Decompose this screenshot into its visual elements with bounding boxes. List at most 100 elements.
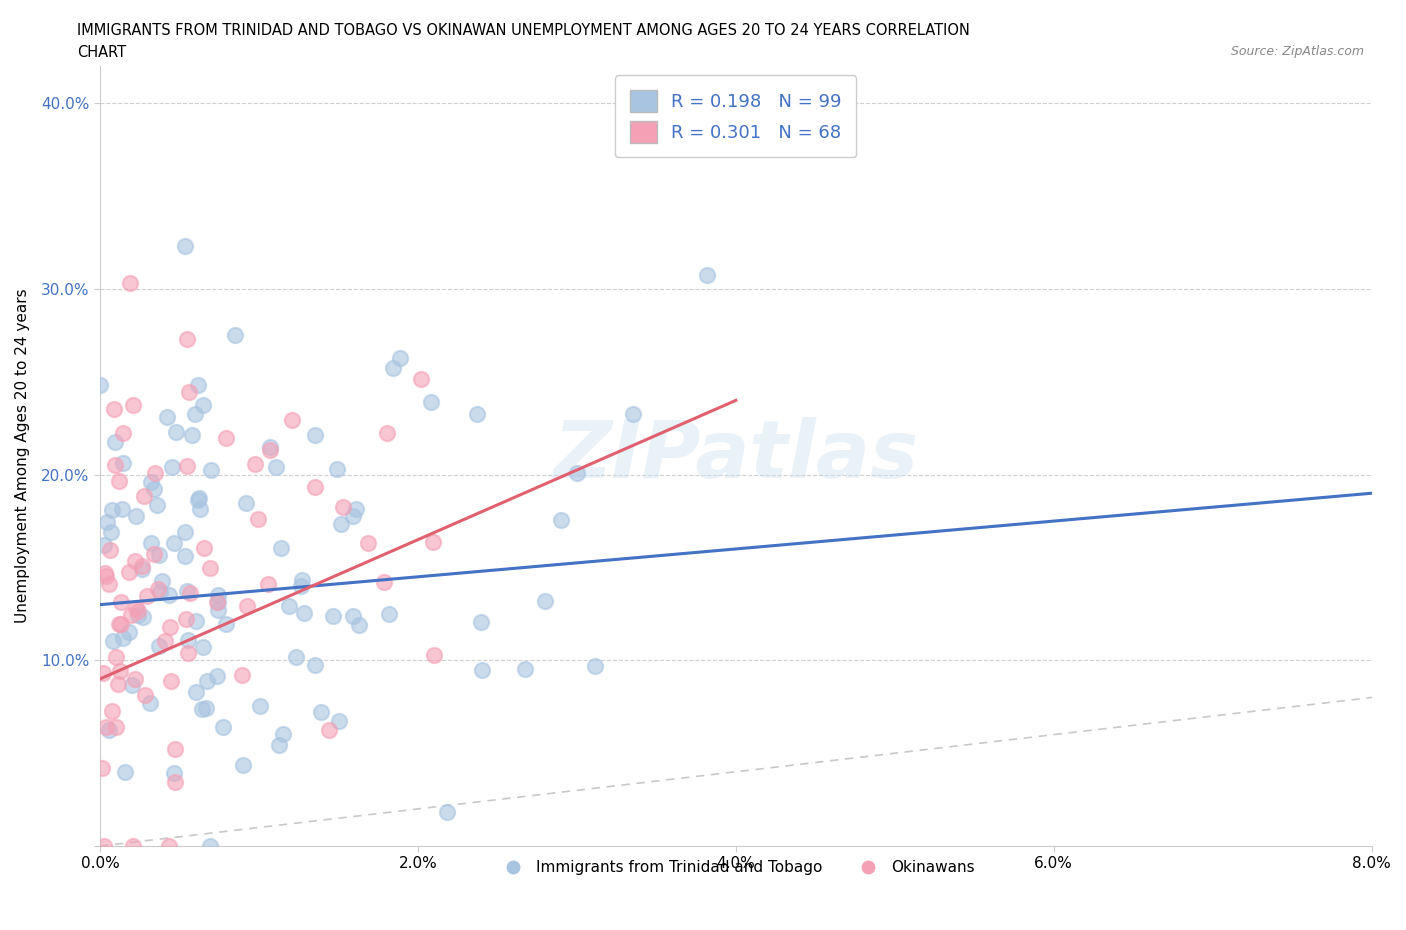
Point bbox=[304, 428, 326, 443]
Point bbox=[121, 677, 143, 692]
Point bbox=[347, 618, 370, 632]
Point bbox=[271, 726, 294, 741]
Point bbox=[131, 559, 153, 574]
Point bbox=[160, 673, 183, 688]
Point bbox=[111, 631, 134, 645]
Point bbox=[173, 525, 195, 539]
Point bbox=[356, 535, 378, 550]
Point bbox=[224, 328, 246, 343]
Point bbox=[246, 512, 269, 526]
Point bbox=[411, 372, 433, 387]
Point bbox=[534, 594, 557, 609]
Point bbox=[118, 625, 141, 640]
Point bbox=[278, 599, 301, 614]
Point bbox=[108, 474, 131, 489]
Point bbox=[193, 397, 215, 412]
Point bbox=[117, 565, 139, 579]
Point bbox=[124, 553, 146, 568]
Point bbox=[94, 568, 117, 583]
Point bbox=[342, 509, 364, 524]
Point bbox=[98, 543, 121, 558]
Point bbox=[163, 536, 186, 551]
Point bbox=[143, 546, 166, 561]
Point bbox=[214, 431, 236, 445]
Point bbox=[200, 463, 222, 478]
Point bbox=[332, 499, 354, 514]
Point bbox=[91, 761, 114, 776]
Point bbox=[157, 587, 180, 602]
Point bbox=[583, 658, 606, 673]
Point bbox=[174, 549, 197, 564]
Point bbox=[136, 589, 159, 604]
Point bbox=[131, 610, 153, 625]
Point bbox=[326, 461, 349, 476]
Point bbox=[157, 839, 180, 854]
Point bbox=[179, 385, 201, 400]
Point bbox=[207, 594, 229, 609]
Point bbox=[93, 839, 115, 854]
Point bbox=[381, 360, 404, 375]
Y-axis label: Unemployment Among Ages 20 to 24 years: Unemployment Among Ages 20 to 24 years bbox=[15, 289, 30, 623]
Point bbox=[141, 536, 163, 551]
Point bbox=[550, 512, 572, 527]
Point bbox=[96, 515, 118, 530]
Point bbox=[176, 645, 198, 660]
Point bbox=[184, 614, 207, 629]
Point bbox=[134, 687, 156, 702]
Point bbox=[107, 677, 129, 692]
Point bbox=[259, 440, 281, 455]
Point bbox=[148, 638, 170, 653]
Point bbox=[141, 474, 163, 489]
Point bbox=[176, 583, 198, 598]
Point bbox=[132, 489, 155, 504]
Point bbox=[100, 525, 122, 539]
Point bbox=[122, 839, 145, 854]
Point bbox=[93, 565, 115, 580]
Point bbox=[124, 601, 146, 616]
Point bbox=[180, 428, 202, 443]
Point bbox=[231, 668, 253, 683]
Point bbox=[93, 665, 115, 680]
Point bbox=[111, 502, 134, 517]
Point bbox=[232, 757, 254, 772]
Point bbox=[515, 661, 537, 676]
Point bbox=[124, 671, 146, 686]
Point bbox=[101, 703, 124, 718]
Point bbox=[101, 502, 124, 517]
Point bbox=[696, 268, 718, 283]
Point bbox=[249, 699, 271, 714]
Point bbox=[187, 493, 209, 508]
Point bbox=[470, 615, 492, 630]
Point bbox=[138, 696, 160, 711]
Point bbox=[93, 538, 115, 552]
Point bbox=[190, 701, 212, 716]
Point bbox=[121, 607, 143, 622]
Point bbox=[235, 496, 257, 511]
Point bbox=[125, 509, 148, 524]
Point bbox=[304, 658, 326, 672]
Point bbox=[112, 456, 135, 471]
Point bbox=[105, 720, 128, 735]
Point bbox=[188, 501, 211, 516]
Point bbox=[194, 700, 217, 715]
Point bbox=[162, 766, 184, 781]
Point bbox=[267, 737, 290, 752]
Point bbox=[103, 458, 125, 472]
Point bbox=[198, 560, 221, 575]
Point bbox=[207, 669, 229, 684]
Point bbox=[304, 480, 326, 495]
Point bbox=[259, 443, 281, 458]
Point bbox=[388, 351, 411, 365]
Point bbox=[465, 406, 488, 421]
Point bbox=[423, 647, 446, 662]
Point bbox=[179, 585, 201, 600]
Point bbox=[329, 517, 352, 532]
Point bbox=[165, 425, 187, 440]
Point bbox=[207, 587, 229, 602]
Point bbox=[174, 239, 197, 254]
Text: CHART: CHART bbox=[77, 45, 127, 60]
Point bbox=[149, 584, 172, 599]
Point bbox=[270, 540, 292, 555]
Point bbox=[103, 402, 125, 417]
Point bbox=[162, 459, 184, 474]
